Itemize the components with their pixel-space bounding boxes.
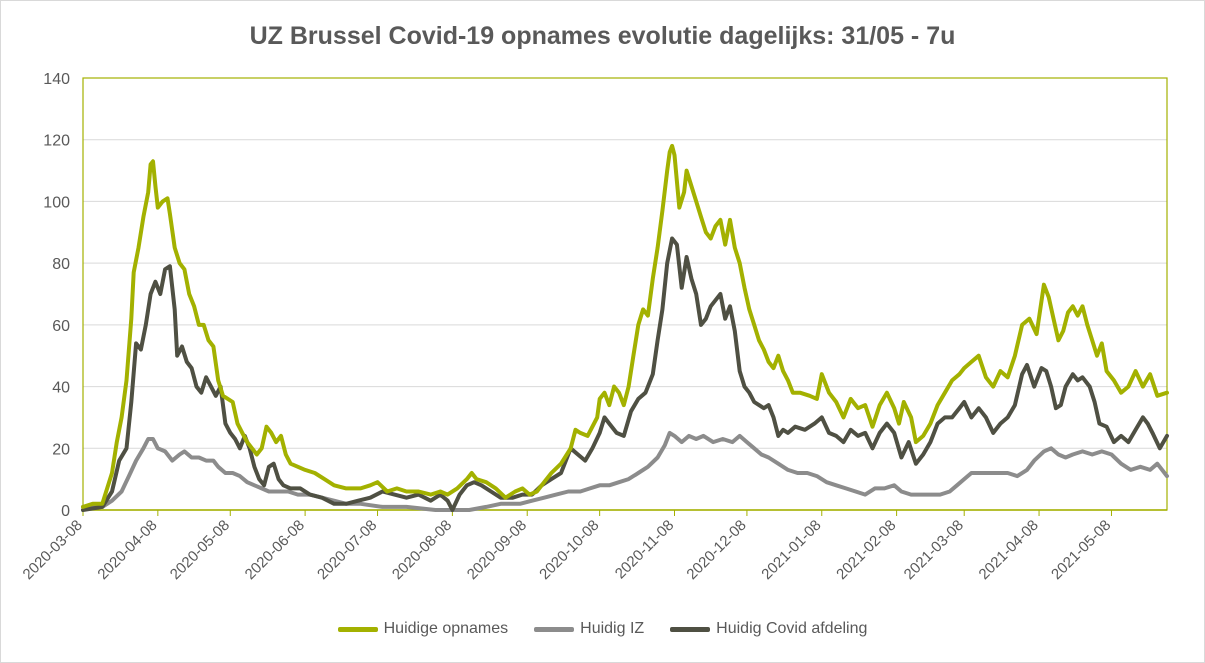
chart-title: UZ Brussel Covid-19 opnames evolutie dag… xyxy=(249,22,956,50)
x-tick-label: 2020-10-08 xyxy=(536,517,602,583)
x-tick-label: 2020-05-08 xyxy=(167,517,233,583)
legend: Huidige opnames Huidig IZ Huidig Covid a… xyxy=(0,620,1205,638)
x-tick-label: 2021-05-08 xyxy=(1048,517,1114,583)
legend-label-afdeling: Huidig Covid afdeling xyxy=(716,620,868,637)
legend-item-opnames: Huidige opnames xyxy=(337,620,509,638)
legend-swatch-iz xyxy=(534,626,575,632)
legend-swatch-opnames xyxy=(337,626,378,632)
y-tick-label: 140 xyxy=(43,71,70,88)
series-line-3 xyxy=(81,236,1169,512)
y-tick-label: 20 xyxy=(52,441,70,458)
y-tick-label: 80 xyxy=(52,256,70,273)
y-tick-label: 40 xyxy=(52,380,70,397)
y-tick-label: 100 xyxy=(43,194,70,211)
x-tick-label: 2020-11-08 xyxy=(612,517,677,582)
x-tick-label: 2020-04-08 xyxy=(94,517,160,583)
x-tick-label: 2021-03-08 xyxy=(901,517,967,583)
series-line-2 xyxy=(81,430,1169,512)
legend-label-opnames: Huidige opnames xyxy=(383,620,509,637)
x-tick-label: 2020-09-08 xyxy=(464,517,530,583)
legend-item-afdeling: Huidig Covid afdeling xyxy=(670,620,867,638)
series-line-1 xyxy=(81,143,1169,509)
x-tick-label: 2021-04-08 xyxy=(976,517,1042,583)
y-tick-label: 120 xyxy=(43,133,70,150)
x-tick-label: 2020-08-08 xyxy=(389,517,455,583)
x-tick-label: 2020-12-08 xyxy=(683,517,749,583)
y-tick-label: 0 xyxy=(61,503,70,520)
x-tick-label: 2020-06-08 xyxy=(242,517,308,583)
y-tick-label: 60 xyxy=(52,318,70,335)
x-tick-label: 2021-01-08 xyxy=(758,517,824,583)
x-tick-label: 2020-07-08 xyxy=(314,517,380,583)
legend-swatch-afdeling xyxy=(670,626,711,632)
x-tick-label: 2020-03-08 xyxy=(20,517,86,583)
legend-label-iz: Huidig IZ xyxy=(580,620,645,637)
plot-area-border xyxy=(82,77,1168,511)
x-tick-label: 2021-02-08 xyxy=(833,517,899,583)
legend-item-iz: Huidig IZ xyxy=(534,620,644,638)
